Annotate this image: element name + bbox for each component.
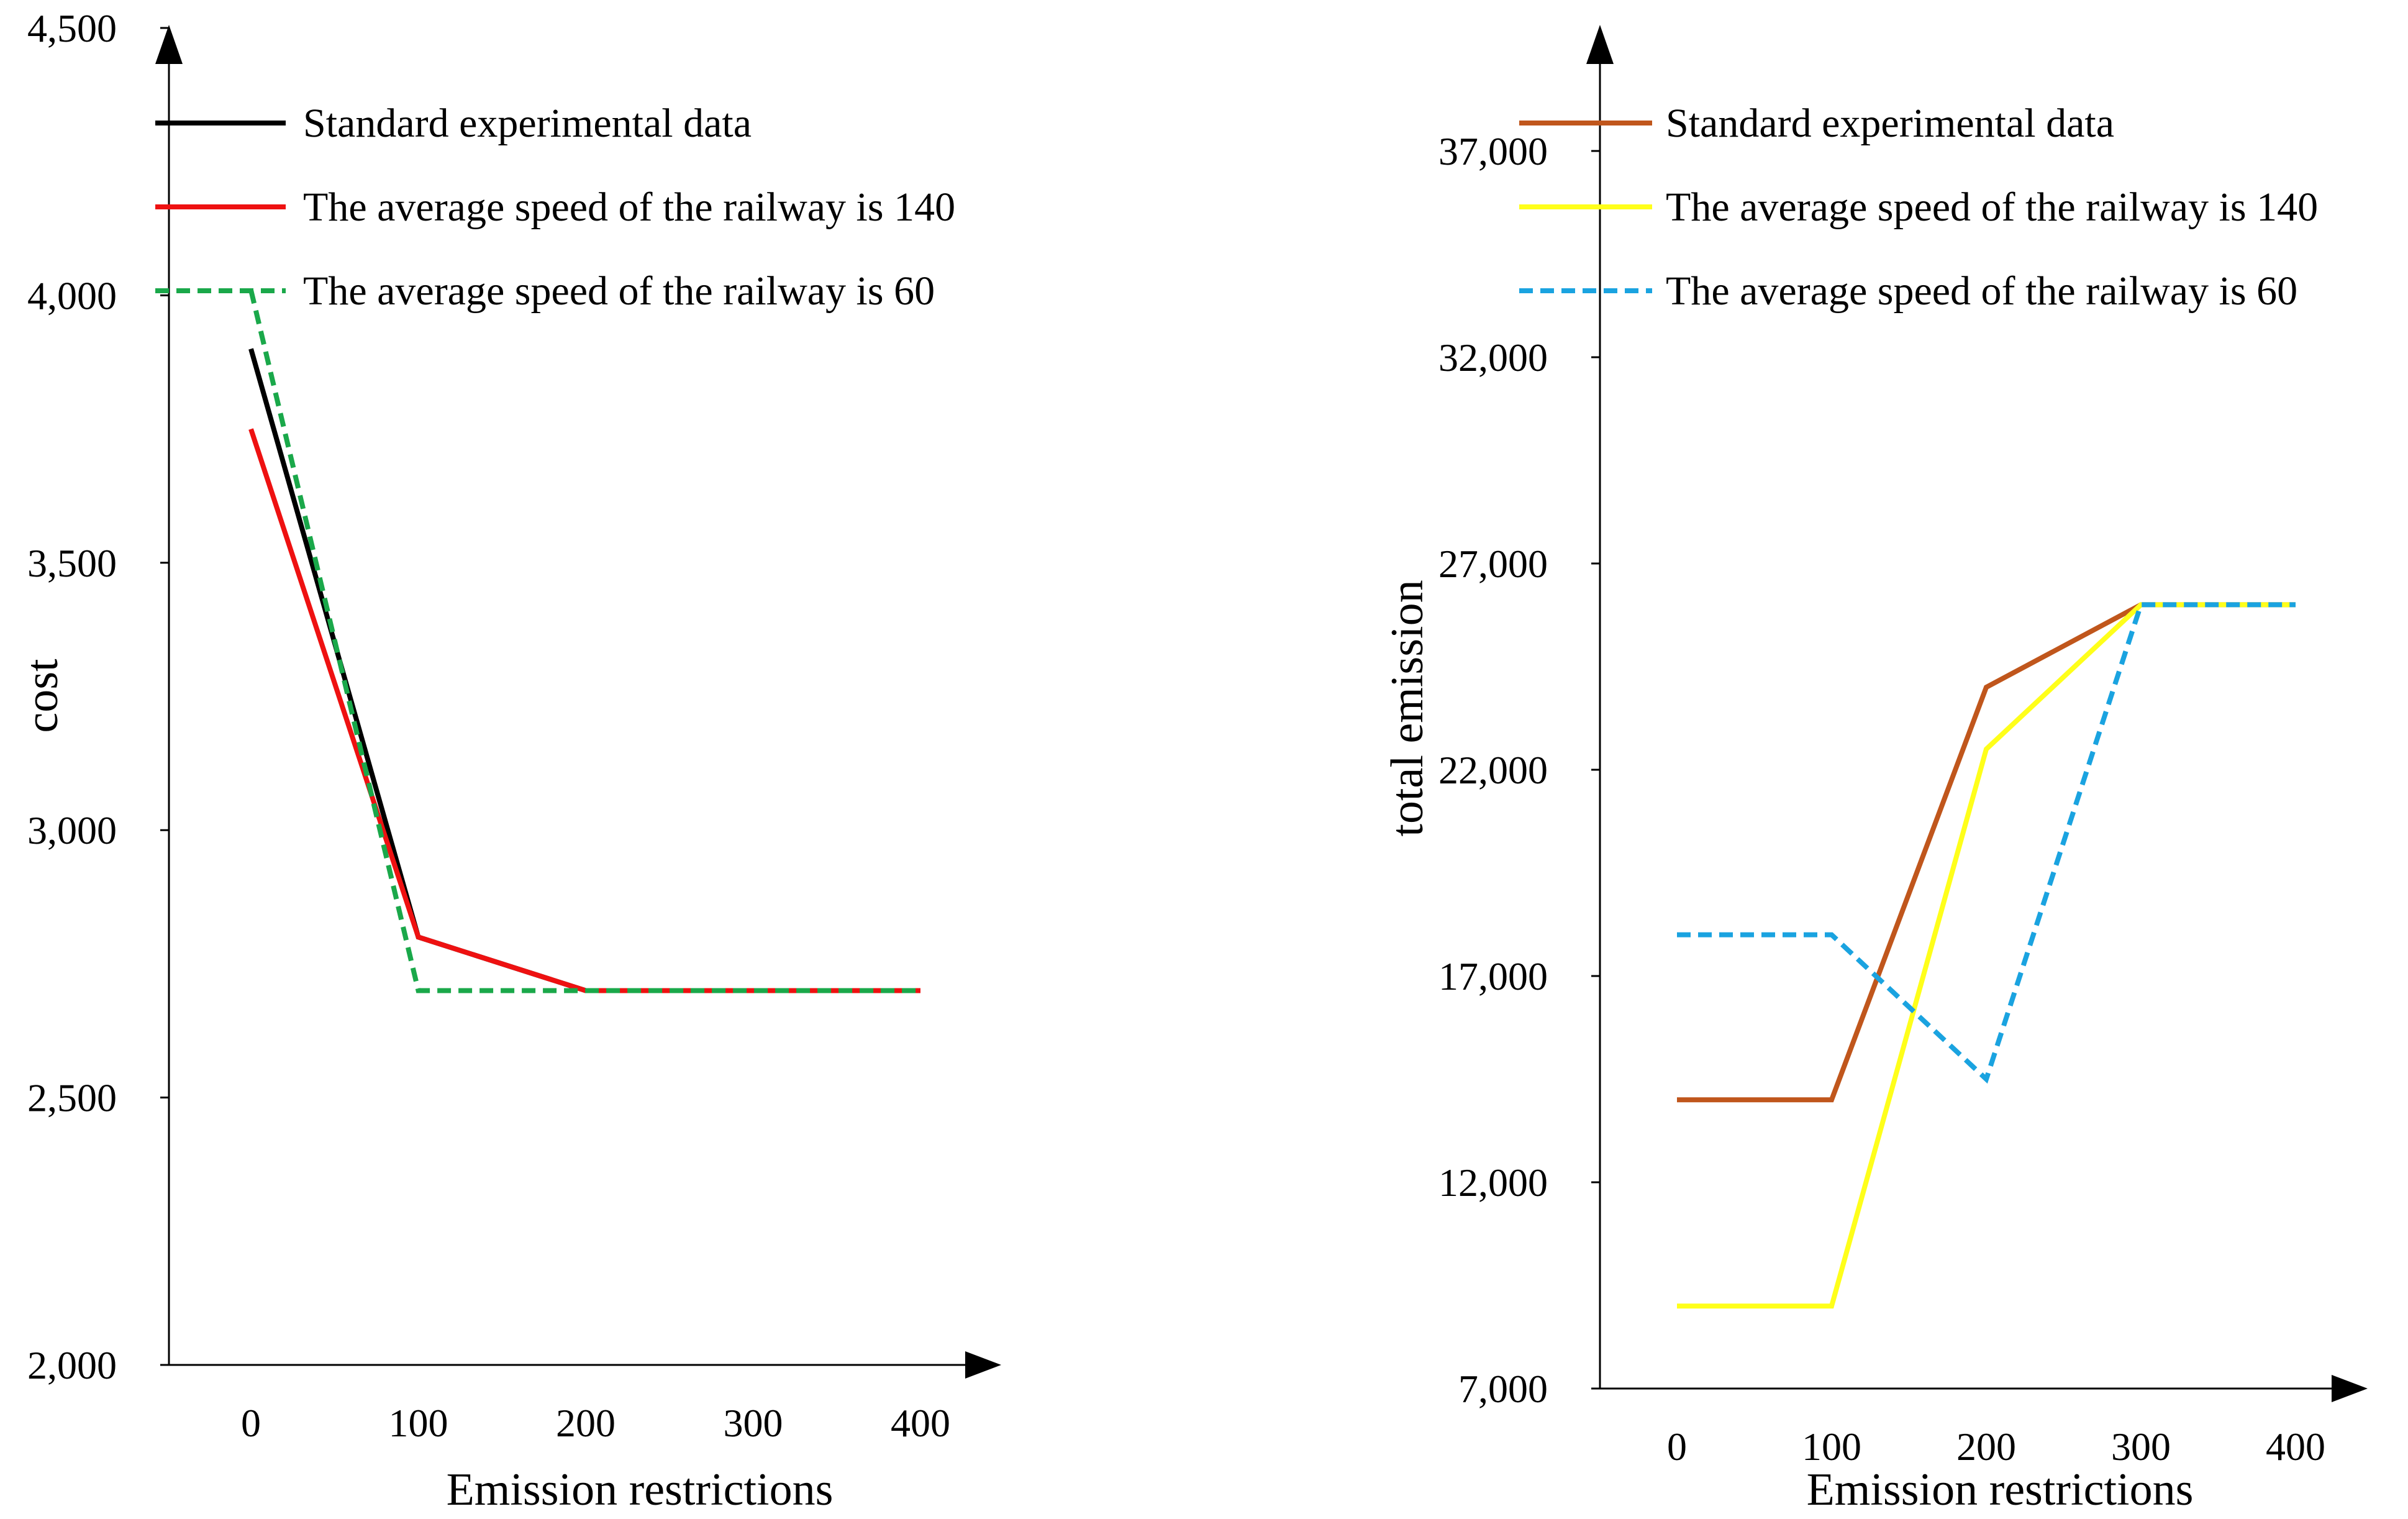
chart1-x-axis-arrow	[965, 1351, 1001, 1379]
chart2-x-tick-label: 400	[2266, 1425, 2325, 1469]
chart2-series-line-3	[1677, 602, 2296, 1084]
chart2-y-tick-label: 12,000	[1438, 1161, 1548, 1205]
chart2-legend-label-1: Standard experimental data	[1666, 101, 2114, 146]
chart2-y-tick-label: 37,000	[1438, 129, 1548, 173]
chart1-x-tick-label: 300	[724, 1401, 783, 1445]
chart2-y-tick-label: 27,000	[1438, 542, 1548, 586]
chart1-y-tick-label: 3,000	[27, 808, 117, 852]
chart1-series-line-1	[248, 348, 920, 993]
chart2-x-tick-label: 100	[1802, 1425, 1861, 1469]
chart1-y-tick-label: 4,500	[27, 6, 117, 50]
chart2-legend-label-3: The average speed of the railway is 60	[1666, 268, 2297, 314]
chart1-legend-label-1: Standard experimental data	[303, 101, 752, 146]
chart1-legend-label-2: The average speed of the railway is 140	[303, 185, 955, 230]
chart2-y-axis-title: total emission	[1382, 580, 1433, 836]
chart2-x-tick-label: 300	[2111, 1425, 2171, 1469]
chart2-y-tick-label: 32,000	[1438, 335, 1548, 380]
chart2-y-tick-label: 17,000	[1438, 954, 1548, 998]
chart2-series-line-2	[1677, 602, 2296, 1309]
chart2-x-axis-title: Emission restrictions	[1807, 1464, 2194, 1515]
chart2-series-line-1	[1677, 602, 2296, 1103]
chart1-y-tick-label: 2,500	[27, 1076, 117, 1120]
chart1-x-tick-label: 0	[241, 1401, 261, 1445]
chart2-legend-label-2: The average speed of the railway is 140	[1666, 185, 2318, 230]
chart2-x-axis-arrow	[2332, 1375, 2368, 1402]
chart1-series-line-3	[248, 289, 920, 993]
chart2-x-tick-label: 200	[1956, 1425, 2016, 1469]
chart1-y-axis-title: cost	[17, 659, 68, 733]
chart1-y-tick-label: 4,000	[27, 273, 117, 317]
chart1-x-tick-label: 400	[891, 1401, 950, 1445]
chart1-x-axis-title: Emission restrictions	[447, 1464, 834, 1515]
chart1-y-tick-label: 3,500	[27, 541, 117, 585]
chart2-y-tick-label: 7,000	[1458, 1367, 1548, 1411]
chart2-x-tick-label: 0	[1667, 1425, 1687, 1469]
chart1-x-tick-label: 100	[389, 1401, 448, 1445]
chart1-legend-label-3: The average speed of the railway is 60	[303, 268, 935, 314]
chart1-y-tick-label: 2,000	[27, 1343, 117, 1387]
chart2-y-tick-label: 22,000	[1438, 748, 1548, 792]
chart2-y-axis-arrow	[1586, 25, 1614, 64]
chart1-x-tick-label: 200	[556, 1401, 616, 1445]
chart1-y-axis-arrow	[155, 25, 183, 64]
